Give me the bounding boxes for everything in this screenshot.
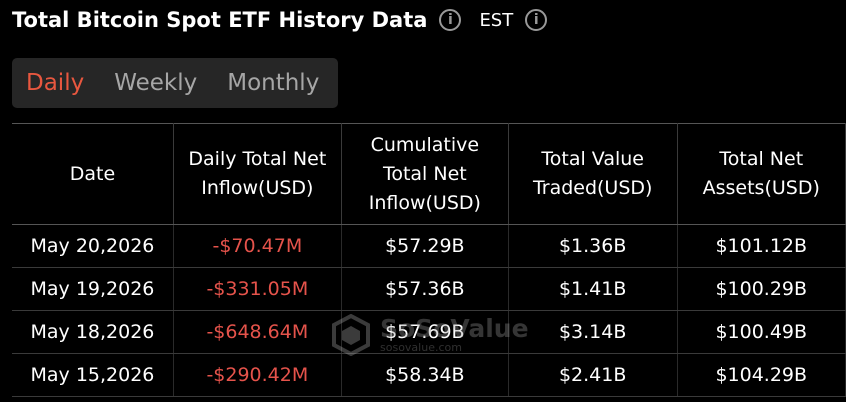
table-cell: $1.36B [508, 224, 678, 268]
table-cell: May 19,2026 [12, 267, 174, 311]
table-row: May 15,2026 -$290.42M $58.34B $2.41B $104.29… [12, 353, 846, 397]
table-row: May 20,2026 -$70.47M $57.29B $1.36B $101.12B [12, 224, 846, 268]
table-cell: $57.69B [341, 310, 509, 354]
column-header: Total Value Traded(USD) [508, 123, 678, 225]
data-table: Date Daily Total Net Inflow(USD) Cumulative… [12, 123, 846, 397]
header-line: Total Value [541, 148, 644, 170]
table-cell: -$331.05M [173, 267, 342, 311]
table-cell: $58.34B [341, 353, 509, 397]
header-line: Total Net [719, 148, 804, 170]
header-line: Assets(USD) [702, 177, 820, 199]
header: Total Bitcoin Spot ETF History Data i ES… [12, 8, 548, 32]
table-row: May 18,2026 -$648.64M $57.69B $3.14B $100.49… [12, 310, 846, 354]
table-cell: -$70.47M [173, 224, 342, 268]
tab[interactable]: Daily [26, 70, 85, 96]
title: Total Bitcoin Spot ETF History Data [12, 8, 428, 32]
tab[interactable]: Monthly [227, 70, 320, 96]
header-line: Cumulative [370, 133, 480, 156]
table-cell: -$290.42M [173, 353, 342, 397]
column-header: Total Net Assets(USD) [677, 123, 846, 225]
table-cell: $57.36B [341, 267, 509, 311]
header-line: Inflow(USD) [201, 177, 314, 199]
table-cell: $101.12B [677, 224, 846, 268]
header-line: Date [69, 162, 116, 185]
table-cell: $3.14B [508, 310, 678, 354]
table-cell: $100.49B [677, 310, 846, 354]
table-cell: -$648.64M [173, 310, 342, 354]
tab-bar: Daily Weekly Monthly [12, 58, 338, 108]
table-cell: May 20,2026 [12, 224, 174, 268]
table-row: May 19,2026 -$331.05M $57.36B $1.41B $100.29… [12, 267, 846, 311]
column-header: Cumulative Total Net Inflow(USD) [341, 123, 509, 225]
header-line: Daily Total Net [188, 148, 327, 170]
table-cell: May 15,2026 [12, 353, 174, 397]
timezone[interactable]: EST [479, 9, 514, 31]
column-header: Daily Total Net Inflow(USD) [173, 123, 342, 225]
tab[interactable]: Weekly [114, 70, 198, 96]
header-line: Inflow(USD) [368, 191, 481, 214]
info-icon[interactable]: i [439, 9, 462, 31]
table-cell: $2.41B [508, 353, 678, 397]
column-header: Date [12, 123, 174, 225]
header-line: Traded(USD) [532, 177, 653, 199]
table-cell: May 18,2026 [12, 310, 174, 354]
table-cell: $100.29B [677, 267, 846, 311]
table-cell: $1.41B [508, 267, 678, 311]
table-cell: $104.29B [677, 353, 846, 397]
table-cell: $57.29B [341, 224, 509, 268]
header-line: Total Net [382, 162, 467, 185]
info-icon[interactable]: i [525, 9, 548, 31]
